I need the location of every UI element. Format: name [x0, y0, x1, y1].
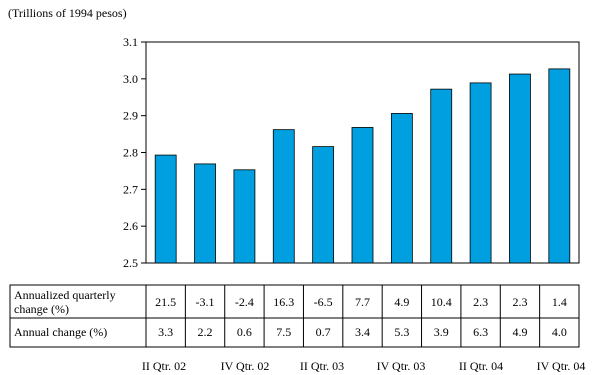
bar	[469, 82, 492, 264]
table-cell: 7.5	[276, 325, 291, 339]
table-cell: 16.3	[273, 295, 294, 309]
table-cell: 4.0	[552, 325, 567, 339]
table-cell: 3.4	[355, 325, 370, 339]
y-tick-label: 2.7	[123, 182, 138, 196]
bar	[430, 88, 453, 264]
bar	[548, 68, 571, 264]
table-cell: 6.3	[473, 325, 488, 339]
table-cell: -2.4	[235, 295, 254, 309]
table-cell: 7.7	[355, 295, 370, 309]
table-cell: 0.7	[316, 325, 331, 339]
table-cell: -3.1	[196, 295, 215, 309]
table-cell: 21.5	[155, 295, 176, 309]
y-tick-label: 2.5	[123, 256, 138, 270]
table-cell: 5.3	[394, 325, 409, 339]
y-tick-label: 2.9	[123, 109, 138, 123]
y-tick-label: 3.0	[123, 72, 138, 86]
bar	[351, 127, 374, 264]
x-tick-label: II Qtr. 04	[459, 359, 503, 373]
row-label-annual: Annual change (%)	[14, 325, 107, 339]
bar	[509, 73, 531, 264]
bar	[390, 113, 413, 264]
table-cell: 4.9	[512, 325, 527, 339]
y-tick-label: 2.8	[123, 146, 138, 160]
bar	[233, 169, 256, 264]
bar	[194, 163, 216, 264]
table-cell: 2.2	[198, 325, 213, 339]
bar	[272, 129, 295, 264]
bar	[312, 146, 335, 264]
table-cell: 2.3	[473, 295, 488, 309]
y-tick-label: 3.1	[123, 35, 138, 49]
y-unit-label: (Trillions of 1994 pesos)	[8, 6, 127, 20]
bar	[154, 154, 177, 264]
table-cell: 0.6	[237, 325, 252, 339]
table-cell: 10.4	[431, 295, 452, 309]
table-cell: 2.3	[512, 295, 527, 309]
row-label-annualized: Annualized quarterly change (%)	[14, 288, 116, 316]
x-tick-label: IV Qtr. 02	[221, 359, 270, 373]
table-cell: -6.5	[314, 295, 333, 309]
data-table	[9, 284, 580, 348]
table-cell: 3.9	[434, 325, 449, 339]
y-tick-label: 2.6	[123, 219, 138, 233]
x-tick-label: II Qtr. 03	[300, 359, 344, 373]
table-cell: 4.9	[394, 295, 409, 309]
x-tick-label: IV Qtr. 04	[537, 359, 586, 373]
table-cell: 1.4	[552, 295, 567, 309]
table-cell: 3.3	[158, 325, 173, 339]
x-tick-label: II Qtr. 02	[142, 359, 186, 373]
x-tick-label: IV Qtr. 03	[377, 359, 426, 373]
